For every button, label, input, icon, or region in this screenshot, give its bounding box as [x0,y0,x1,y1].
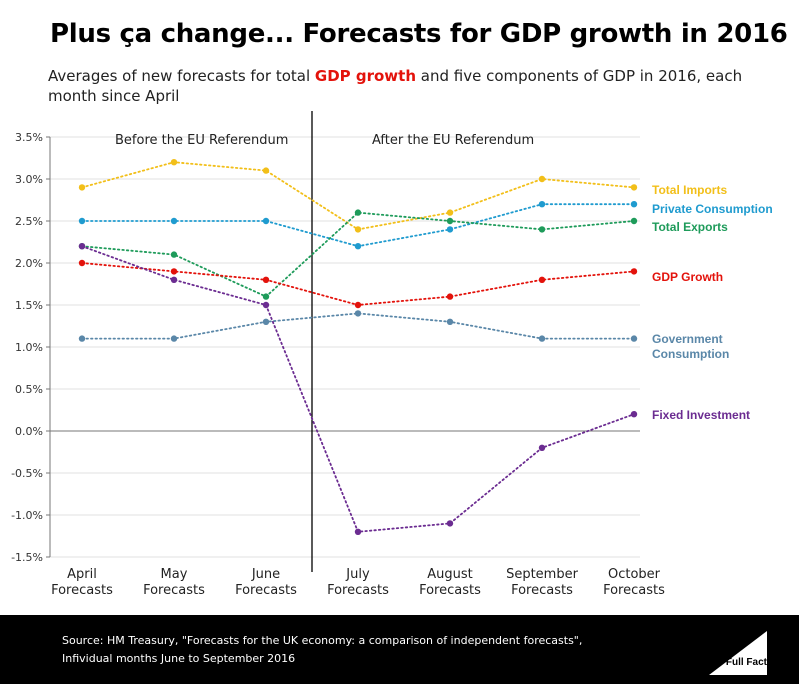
data-point-fixed-investment [170,276,178,283]
legend-label-private-consumption: Private Consumption [652,202,773,216]
data-point-total-exports [630,217,638,225]
legend-label-government-consumption: Consumption [652,347,729,361]
data-point-total-imports [538,175,546,183]
data-point-total-imports [446,209,454,216]
x-tick-label: Forecasts [143,583,205,598]
series-line-total-exports [81,211,635,298]
legend-label-total-imports: Total Imports [652,183,727,197]
x-tick-label: Forecasts [51,583,113,598]
x-tick-label: September [506,567,579,582]
data-point-government-consumption [262,318,270,325]
data-point-government-consumption [538,335,546,342]
x-tick-label: Forecasts [235,583,297,598]
data-point-gdp-growth [446,293,454,300]
chart-title: Plus ça change... Forecasts for GDP grow… [50,19,788,49]
y-tick-label: 3.0% [15,173,43,186]
data-point-private-consumption [78,217,86,225]
source-note: Source: HM Treasury, "Forecasts for the … [62,632,682,668]
footer-bar: Source: HM Treasury, "Forecasts for the … [0,615,799,684]
subtitle-highlight: GDP growth [314,67,417,85]
y-tick-label: -1.0% [11,509,43,522]
data-point-government-consumption [78,335,86,342]
y-tick-label: 3.5% [15,131,43,144]
data-point-fixed-investment [262,301,270,309]
y-tick-label: 2.5% [15,215,43,228]
data-point-gdp-growth [78,259,86,267]
data-point-fixed-investment [630,411,638,418]
subtitle-text-post: and five components of GDP in 2016, each… [48,67,743,105]
y-tick-label: 2.0% [15,257,43,270]
y-tick-label: 0.0% [15,425,43,438]
series-line-total-imports [81,161,635,231]
data-point-fixed-investment [538,444,546,451]
data-point-government-consumption [170,335,178,342]
y-tick-label: 0.5% [15,383,43,396]
legend-label-government-consumption: Government [652,332,723,346]
data-point-total-exports [262,293,270,300]
x-tick-label: Forecasts [419,583,481,598]
legend-label-gdp-growth: GDP Growth [652,270,723,284]
x-tick-label: Forecasts [603,583,665,598]
data-point-private-consumption [354,243,362,250]
legend-label-fixed-investment: Fixed Investment [652,408,750,422]
data-point-gdp-growth [630,268,638,275]
x-tick-label: May [161,567,188,582]
y-tick-label: 1.0% [15,341,43,354]
legend-label-total-exports: Total Exports [652,220,728,234]
source-line-1: Source: HM Treasury, "Forecasts for the … [62,634,583,647]
data-point-fixed-investment [354,528,362,535]
data-point-fixed-investment [78,243,86,250]
data-point-private-consumption [170,217,178,225]
data-point-total-imports [262,167,270,174]
y-tick-label: 1.5% [15,299,43,312]
full-fact-logo-icon [709,631,767,675]
data-point-private-consumption [630,201,638,208]
annotation-after-referendum: After the EU Referendum [372,133,534,148]
data-point-private-consumption [446,226,454,233]
data-point-total-imports [630,184,638,191]
subtitle-text-pre: Averages of new forecasts for total [48,67,315,85]
y-tick-label: -0.5% [11,467,43,480]
line-chart: -1.5% -1.0% -0.5% 0.0% 0.5% 1.0% 1.5% 2.0% 2.5% 3… [11,111,773,598]
data-point-gdp-growth [538,276,546,283]
chart-subtitle: Averages of new forecasts for total GDP … [48,66,768,106]
data-point-gdp-growth [262,276,270,283]
annotation-before-referendum: Before the EU Referendum [115,133,288,148]
series-line-gdp-growth [81,262,635,306]
data-point-gdp-growth [354,301,362,309]
logo-label: Full Fact [725,657,767,668]
data-point-total-exports [538,226,546,233]
data-point-total-exports [170,251,178,258]
x-tick-label: Forecasts [327,583,389,598]
data-point-private-consumption [262,217,270,225]
data-point-total-imports [170,159,178,166]
source-line-2: Infividual months June to September 2016 [62,652,296,665]
x-tick-label: October [608,567,661,582]
data-point-government-consumption [630,335,638,342]
data-point-gdp-growth [170,268,178,275]
x-tick-label: Forecasts [511,583,573,598]
data-point-total-imports [354,226,362,233]
x-tick-label: April [67,567,97,582]
y-tick-label: -1.5% [11,551,43,564]
data-point-government-consumption [446,318,454,325]
x-tick-label: August [427,567,473,582]
series-line-government-consumption [81,312,635,340]
data-point-fixed-investment [446,520,454,527]
x-tick-label: July [345,567,370,582]
data-point-total-exports [446,217,454,225]
data-point-government-consumption [354,310,362,317]
data-point-private-consumption [538,201,546,208]
data-point-total-exports [354,209,362,216]
x-tick-label: June [251,567,280,582]
data-point-total-imports [78,184,86,191]
